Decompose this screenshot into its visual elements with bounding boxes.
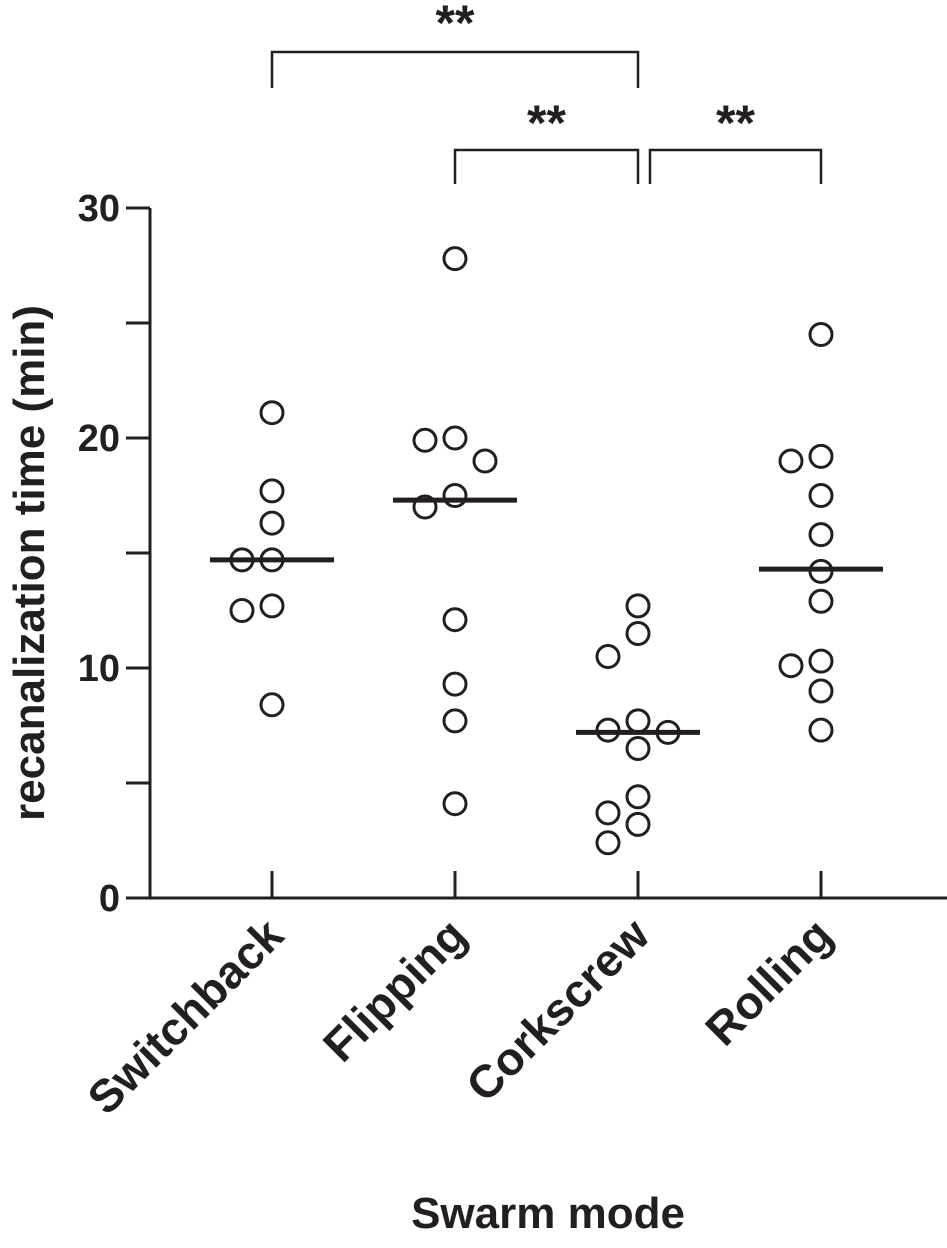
data-point xyxy=(442,483,468,508)
significance-bracket xyxy=(648,148,823,184)
data-point xyxy=(625,811,651,837)
x-axis-title: Swarm mode xyxy=(411,1189,685,1238)
data-point xyxy=(808,483,834,508)
data-point xyxy=(595,800,621,826)
data-point xyxy=(442,425,468,451)
data-point xyxy=(259,400,285,426)
y-ticks: 0 10 20 30 xyxy=(78,188,150,920)
data-point xyxy=(259,478,285,504)
data-point xyxy=(808,678,834,704)
significance-bracket xyxy=(270,50,640,88)
y-tick-label: 20 xyxy=(78,418,120,460)
data-points xyxy=(229,246,834,856)
data-point xyxy=(442,607,468,633)
data-point xyxy=(442,791,468,817)
data-point xyxy=(412,427,438,453)
x-tick-label: Rolling xyxy=(695,908,842,1055)
x-tick-label: Switchback xyxy=(77,908,293,1124)
data-point xyxy=(808,322,834,347)
data-point xyxy=(625,784,651,810)
data-point xyxy=(778,448,804,474)
data-point xyxy=(595,644,621,669)
data-point xyxy=(808,717,834,743)
y-tick-label: 30 xyxy=(78,188,120,230)
y-tick-label: 0 xyxy=(99,878,120,920)
significance-label: ** xyxy=(527,95,566,151)
median-lines xyxy=(210,497,883,735)
data-point xyxy=(472,448,498,474)
data-point xyxy=(442,708,468,734)
data-point xyxy=(625,708,651,734)
data-point xyxy=(808,443,834,469)
significance-brackets: ** ** ** xyxy=(270,0,823,184)
y-axis-title: recanalization time (min) xyxy=(5,305,54,821)
data-point xyxy=(778,653,804,679)
x-tick-label: Corkscrew xyxy=(456,908,659,1111)
data-point xyxy=(808,522,834,548)
data-point xyxy=(625,593,651,619)
data-point xyxy=(259,593,285,619)
data-point xyxy=(625,736,651,761)
data-point xyxy=(808,648,834,674)
significance-bracket xyxy=(453,148,640,184)
x-tick-label: Flipping xyxy=(313,908,476,1071)
data-point xyxy=(808,588,834,614)
data-point xyxy=(229,598,255,623)
data-point xyxy=(595,830,621,856)
data-point xyxy=(625,621,651,646)
data-point xyxy=(442,671,468,697)
data-point xyxy=(442,246,468,272)
y-tick-label: 10 xyxy=(78,648,120,690)
significance-label: ** xyxy=(716,95,755,151)
data-point xyxy=(259,510,285,536)
significance-label: ** xyxy=(436,0,475,51)
data-point xyxy=(259,692,285,718)
